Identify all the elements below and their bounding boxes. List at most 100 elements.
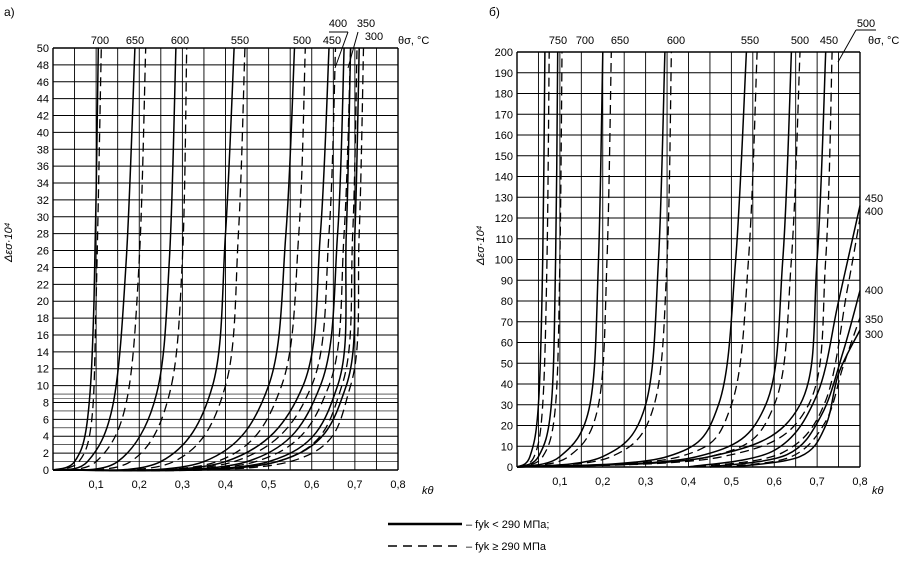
y-tick-label: 8: [43, 397, 49, 409]
x-tick-label: 0,6: [767, 476, 782, 488]
x-tick-label: 0,6: [304, 479, 319, 491]
series-line-400-dashed: [52, 47, 352, 472]
panel-b-temp-label: 600: [667, 35, 685, 47]
y-tick-label: 20: [37, 296, 49, 308]
x-tick-label: 0,7: [347, 479, 362, 491]
series-line-300-dashed: [52, 47, 365, 472]
y-tick-label: 42: [37, 111, 49, 123]
y-tick-label: 22: [37, 279, 49, 291]
y-tick-label: 26: [37, 246, 49, 258]
y-tick-label: 80: [501, 296, 513, 308]
y-tick-label: 180: [495, 89, 513, 101]
y-tick-label: 40: [37, 127, 49, 139]
y-tick-label: 50: [501, 358, 513, 370]
series-line-650-dashed: [516, 51, 612, 468]
series-line-700-dashed: [516, 51, 563, 468]
series-line-300-solid: [731, 329, 861, 468]
y-tick-label: 150: [495, 151, 513, 163]
y-tick-label: 30: [501, 400, 513, 412]
panel-b-temp-label: 450: [820, 35, 838, 47]
y-tick-label: 32: [37, 195, 49, 207]
panel-b-xlabel: kθ: [872, 485, 884, 497]
y-tick-label: 170: [495, 109, 513, 121]
y-tick-label: 16: [37, 330, 49, 342]
panel-a-leader: [334, 31, 349, 69]
y-tick-label: 190: [495, 68, 513, 80]
panel-b-temp-axis-label: θσ, °C: [868, 35, 899, 47]
y-tick-label: 130: [495, 192, 513, 204]
x-tick-label: 0,2: [595, 476, 610, 488]
series-line-650-solid: [52, 47, 136, 471]
panel-b-right-temp-label: 350: [865, 314, 883, 326]
x-tick-label: 0,3: [175, 479, 190, 491]
y-tick-label: 10: [501, 441, 513, 453]
legend-solid-label: – fyk < 290 МПа;: [466, 519, 549, 531]
x-tick-label: 0,4: [218, 479, 233, 491]
x-tick-label: 0,4: [681, 476, 696, 488]
panel-b-ylabel: Δεσ·10⁴: [475, 225, 487, 266]
panel-a-temp-label: 600: [171, 35, 189, 47]
y-tick-label: 34: [37, 178, 49, 190]
y-tick-label: 110: [495, 234, 513, 246]
panel-a-temp-label: 500: [293, 35, 311, 47]
x-tick-label: 0,8: [852, 476, 867, 488]
y-tick-label: 10: [37, 381, 49, 393]
panel-a-leader: [347, 31, 359, 69]
y-tick-label: 0: [507, 462, 513, 474]
y-tick-label: 28: [37, 229, 49, 241]
series-line-400-solid: [709, 290, 861, 468]
panel-b-temp-label: 750: [549, 35, 567, 47]
y-tick-label: 48: [37, 60, 49, 72]
series-line-600-solid: [52, 47, 177, 471]
panel-b-right-temp-label: 450: [865, 193, 883, 205]
y-tick-label: 4: [43, 431, 49, 443]
panel-a-label: а): [4, 5, 15, 19]
panel-b-label: б): [489, 5, 500, 19]
panel-a-temp-label: 450: [323, 35, 341, 47]
y-tick-label: 200: [495, 47, 513, 59]
y-tick-label: 2: [43, 448, 49, 460]
series-line-500-dashed: [52, 47, 306, 472]
panel-a-temp-label: 300: [365, 31, 383, 43]
y-tick-label: 36: [37, 161, 49, 173]
panel-a-xlabel: kθ: [422, 485, 434, 497]
x-tick-label: 0,1: [552, 476, 567, 488]
series-line-600-solid: [516, 51, 666, 468]
y-tick-label: 70: [501, 317, 513, 329]
y-tick-label: 60: [501, 338, 513, 350]
legend-dashed-label: – fyk ≥ 290 МПа: [466, 541, 547, 553]
y-tick-label: 38: [37, 144, 49, 156]
series-line-700-solid: [516, 51, 559, 468]
series-line-700-solid: [52, 47, 100, 471]
panel-b-right-temp-label: 300: [865, 329, 883, 341]
series-line-750-solid: [516, 51, 546, 468]
panel-b-temp-label: 550: [741, 35, 759, 47]
y-tick-label: 14: [37, 347, 49, 359]
y-tick-label: 50: [37, 43, 49, 55]
x-tick-label: 0,2: [132, 479, 147, 491]
y-tick-label: 12: [37, 364, 49, 376]
y-tick-label: 24: [37, 262, 49, 274]
panel-a-temp-axis-label: θσ, °C: [398, 35, 429, 47]
panel-b-right-temp-label: 400: [865, 285, 883, 297]
series-line-350-dashed: [722, 317, 861, 468]
x-tick-label: 0,5: [724, 476, 739, 488]
y-tick-label: 6: [43, 414, 49, 426]
y-tick-label: 160: [495, 130, 513, 142]
x-tick-label: 0,1: [88, 479, 103, 491]
y-tick-label: 90: [501, 275, 513, 287]
series-line-550-dashed: [52, 47, 246, 472]
panel-a-temp-label: 350: [357, 18, 375, 30]
x-tick-label: 0,3: [638, 476, 653, 488]
panel-b-temp-label: 650: [611, 35, 629, 47]
panel-b-chart: б) θσ, °C Δεσ·10⁴ kθ 0 10 20 30 40 50 60 70 80 90…: [475, 5, 899, 497]
x-tick-label: 0,7: [809, 476, 824, 488]
series-line-650-solid: [516, 51, 604, 468]
panel-a-temp-label: 400: [329, 18, 347, 30]
series-line-450-solid: [688, 205, 861, 468]
series-line-600-dashed: [516, 51, 673, 468]
panel-b-temp-label: 500: [857, 18, 875, 30]
panel-b-leader: [837, 29, 857, 63]
